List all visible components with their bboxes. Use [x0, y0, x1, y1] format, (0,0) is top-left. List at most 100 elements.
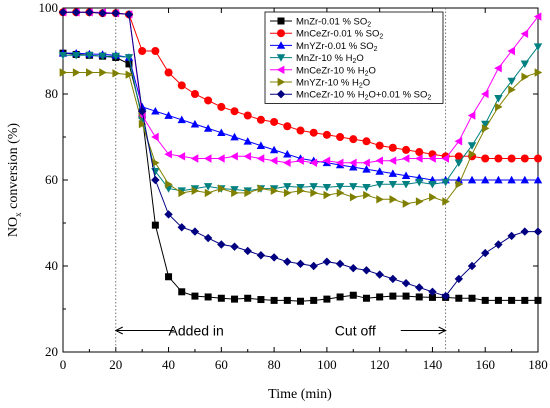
- data-point: [336, 293, 344, 301]
- data-point: [335, 259, 345, 269]
- data-point: [349, 193, 358, 202]
- data-point: [217, 294, 225, 302]
- data-point: [98, 52, 107, 61]
- annotation-text: Cut off: [335, 323, 376, 339]
- data-point: [349, 135, 358, 144]
- data-point: [388, 169, 398, 177]
- legend-item-5: MnCeZr-10 % H2O: [270, 65, 376, 77]
- x-tick-label: 180: [528, 357, 548, 372]
- x-tick-label: 0: [60, 357, 67, 372]
- data-point: [204, 293, 212, 301]
- data-point: [401, 154, 410, 163]
- data-point: [415, 148, 424, 157]
- data-point: [520, 175, 530, 184]
- data-point: [441, 178, 450, 187]
- data-point: [309, 183, 318, 191]
- data-point: [203, 233, 213, 243]
- data-point: [296, 126, 305, 135]
- data-point: [309, 128, 318, 137]
- data-point: [177, 152, 186, 161]
- data-point: [217, 184, 226, 193]
- data-point: [455, 180, 464, 189]
- data-point: [375, 141, 384, 150]
- data-point: [508, 85, 516, 94]
- data-point: [270, 296, 278, 304]
- legend-label: MnCeZr-10 % H2O+0.01 % SO2: [296, 90, 431, 102]
- x-tick-label: 140: [423, 357, 443, 372]
- data-point: [59, 68, 68, 77]
- data-point: [401, 279, 411, 288]
- data-point: [467, 111, 476, 120]
- y-tick-label: 40: [45, 258, 58, 273]
- data-point: [124, 10, 134, 19]
- data-point: [375, 180, 384, 189]
- data-point: [72, 68, 81, 77]
- data-point: [99, 68, 107, 77]
- axis-titles: Time (min) NOx conversion (%): [6, 123, 332, 402]
- data-point: [310, 296, 318, 304]
- x-tick-label: 160: [475, 357, 495, 372]
- data-point: [389, 195, 398, 204]
- data-point: [269, 145, 279, 154]
- data-point: [283, 296, 291, 304]
- data-point: [283, 150, 292, 158]
- data-point: [375, 167, 384, 175]
- series-7: [58, 8, 543, 301]
- data-point: [388, 143, 397, 152]
- data-point: [164, 210, 173, 219]
- data-point: [204, 188, 213, 198]
- y-axis-title-main: NO: [6, 217, 21, 237]
- data-point: [495, 102, 503, 112]
- data-point: [230, 242, 239, 251]
- data-point: [270, 117, 279, 126]
- data-point: [520, 227, 530, 236]
- data-point: [310, 188, 318, 198]
- data-point: [362, 158, 370, 167]
- data-point: [191, 186, 200, 195]
- legend-marker: [276, 65, 285, 74]
- x-tick-label: 60: [215, 357, 228, 372]
- data-point: [481, 296, 489, 304]
- data-point: [257, 296, 265, 304]
- data-point: [323, 190, 332, 200]
- data-point: [256, 154, 265, 163]
- data-point: [362, 294, 370, 302]
- data-point: [428, 180, 437, 189]
- data-point: [349, 162, 358, 171]
- data-point: [244, 188, 252, 198]
- data-point: [375, 270, 384, 279]
- data-point: [177, 223, 186, 232]
- data-point: [441, 154, 449, 163]
- data-point: [415, 154, 423, 163]
- data-point: [335, 158, 344, 167]
- legend-item-4: MnZr-10 % H2O: [270, 53, 364, 65]
- legend-label: MnCeZr-0.01 % SO2: [296, 29, 383, 41]
- x-axis-title: Time (min): [268, 387, 332, 402]
- data-point: [151, 221, 159, 229]
- data-point: [178, 288, 186, 296]
- data-point: [231, 295, 239, 303]
- data-point: [98, 8, 107, 18]
- data-point: [217, 128, 226, 137]
- data-point: [349, 183, 358, 191]
- data-point: [283, 188, 292, 198]
- series-group: [58, 8, 543, 305]
- data-point: [494, 154, 503, 163]
- data-point: [375, 156, 384, 165]
- data-point: [322, 257, 332, 266]
- data-point: [415, 293, 423, 301]
- series-5: [58, 8, 542, 167]
- legend-marker: [276, 90, 286, 99]
- data-point: [533, 12, 542, 21]
- data-point: [178, 188, 186, 198]
- legend-marker: [276, 54, 286, 62]
- y-tick-label: 80: [45, 86, 58, 101]
- data-point: [230, 186, 239, 194]
- legend-item-1: MnZr-0.01 % SO2: [270, 17, 371, 29]
- data-point: [481, 154, 490, 163]
- legend-item-2: MnCeZr-0.01 % SO2: [270, 29, 383, 41]
- data-point: [534, 296, 542, 304]
- data-point: [230, 152, 238, 161]
- annotations: Added in Cut off: [114, 8, 447, 352]
- legend-label: MnYZr-10 % H2O: [296, 78, 370, 90]
